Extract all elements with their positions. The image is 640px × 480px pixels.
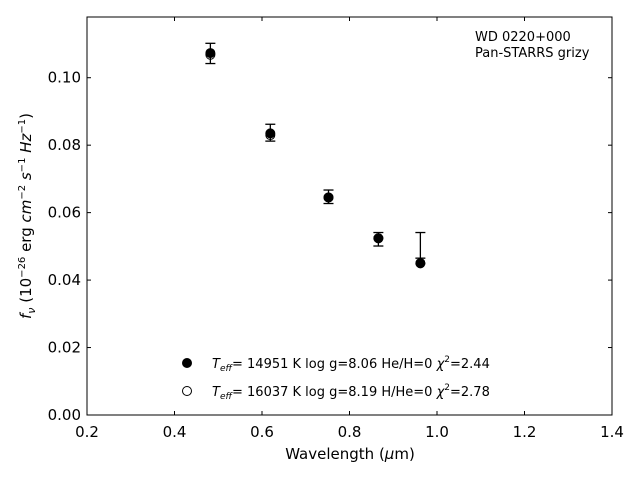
x-axis-label-prefix: Wavelength ( (285, 445, 385, 463)
x-axis-label-unit-rest: m) (394, 445, 414, 463)
data-series (205, 48, 426, 269)
legend-entry-1-params: = 14951 K log g=8.06 He/H=0 (232, 357, 437, 372)
model-point-open (415, 258, 426, 269)
x-tick-label: 0.2 (75, 423, 99, 441)
annotation-block: WD 0220+000 Pan-STARRS grizy (475, 30, 590, 61)
y-tick-label: 0.10 (48, 69, 81, 87)
model-point-open (265, 130, 276, 141)
x-tick-label: 0.6 (250, 423, 274, 441)
x-tick-label: 1.4 (600, 423, 624, 441)
y-tick-label: 0.04 (48, 271, 81, 289)
annotation-object-name: WD 0220+000 (475, 30, 571, 45)
legend-entry-1-chi: =2.44 (450, 357, 490, 372)
legend-marker-open (182, 386, 192, 396)
legend-entry-1: Teff= 14951 K log g=8.06 He/H=0 χ2=2.44 (212, 355, 490, 374)
axis-tick-labels: 0.2 0.4 0.6 0.8 1.0 1.2 1.4 0.00 0.02 0.04 0.06 0.0… (48, 69, 624, 441)
legend-entry-2-chi: =2.78 (450, 385, 490, 400)
legend-marker-filled (182, 358, 192, 368)
model-point-open (323, 192, 334, 203)
legend-entry-2: Teff= 16037 K log g=8.19 H/He=0 χ2=2.78 (212, 383, 490, 402)
legend: Teff= 14951 K log g=8.06 He/H=0 χ2=2.44 … (182, 355, 490, 402)
y-axis-label: fν (10−26 erg cm−2 s−1 Hz−1) (17, 113, 38, 319)
x-axis-label-unit-symbol: μ (384, 445, 395, 463)
model-point-open (205, 49, 216, 60)
x-tick-label: 0.8 (338, 423, 362, 441)
x-tick-label: 1.0 (425, 423, 449, 441)
x-tick-label: 1.2 (513, 423, 537, 441)
x-tick-label: 0.4 (163, 423, 187, 441)
model-point-open (373, 233, 384, 244)
y-tick-label: 0.08 (48, 136, 81, 154)
y-tick-label: 0.00 (48, 406, 81, 424)
annotation-survey: Pan-STARRS grizy (475, 46, 590, 61)
legend-entry-2-params: = 16037 K log g=8.19 H/He=0 (232, 385, 437, 400)
y-tick-label: 0.06 (48, 204, 81, 222)
y-tick-label: 0.02 (48, 339, 81, 357)
x-axis-label: Wavelength (μm) (285, 445, 415, 463)
plot-frame (86, 16, 613, 416)
